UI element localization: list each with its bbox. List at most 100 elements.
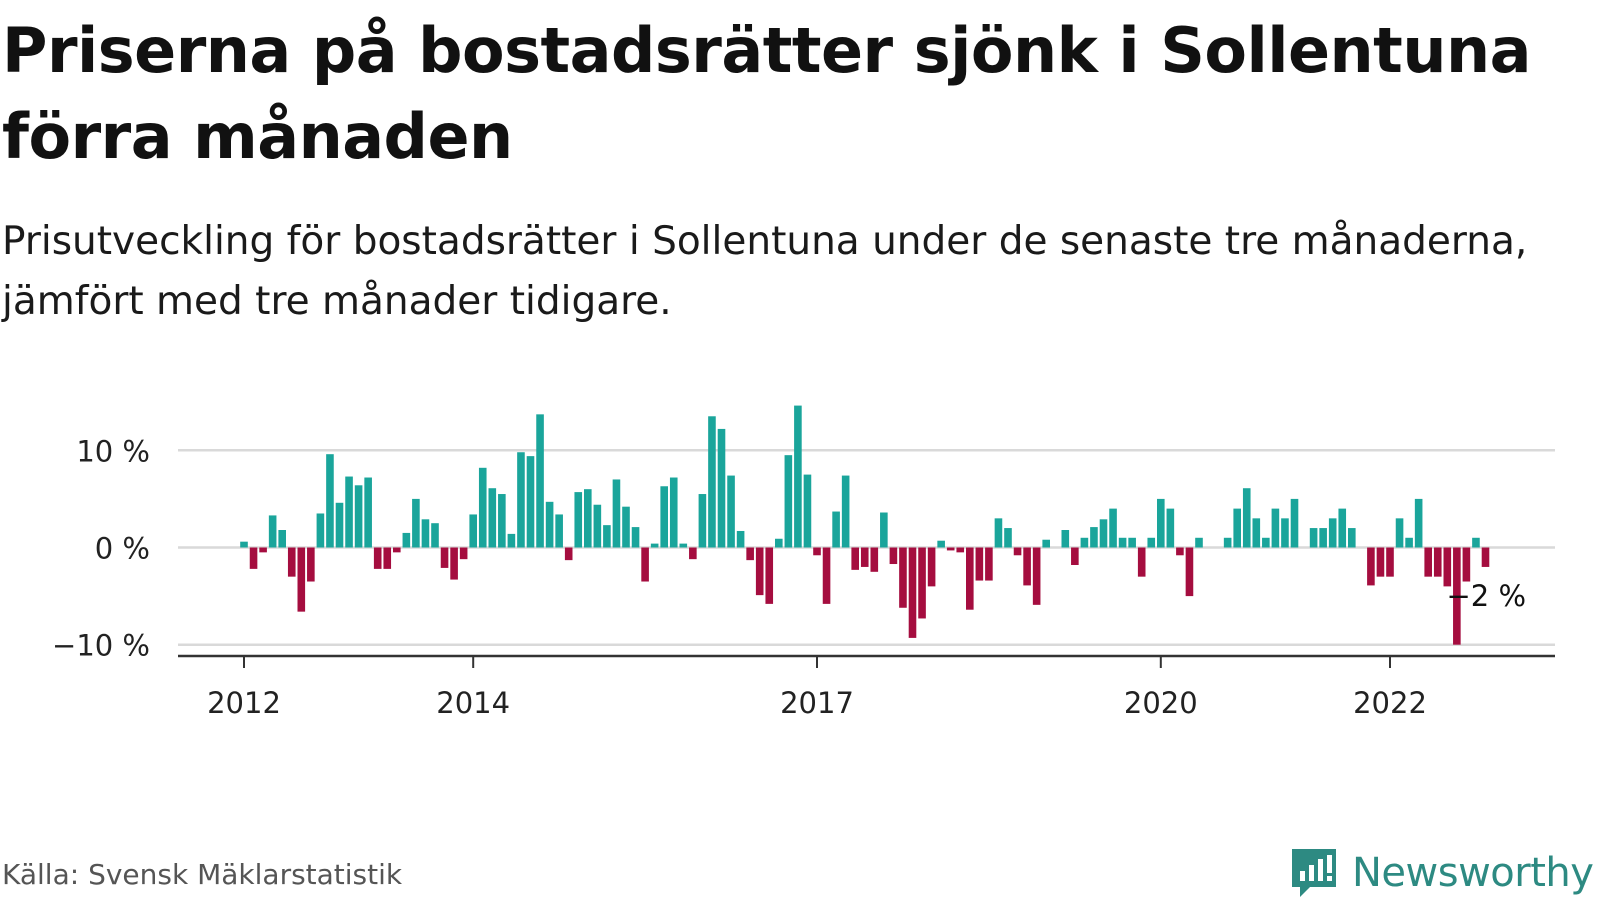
bar-positive — [240, 541, 248, 548]
bar-positive — [679, 543, 688, 548]
bar-negative — [1376, 547, 1385, 577]
bar-negative — [249, 547, 258, 569]
bar-positive — [507, 533, 516, 548]
bar-positive — [1405, 537, 1413, 548]
bar-positive — [536, 414, 544, 548]
bar-negative — [373, 547, 382, 569]
bar-positive — [526, 456, 535, 548]
bar-positive — [1290, 498, 1299, 548]
bar-positive — [478, 467, 487, 548]
bar-negative — [1481, 547, 1490, 567]
bar-positive — [268, 515, 277, 548]
bar-negative — [564, 547, 573, 561]
newsworthy-logo-icon — [1292, 849, 1336, 897]
bar-positive — [316, 513, 325, 548]
bar-positive — [1233, 508, 1241, 548]
bar-positive — [660, 486, 668, 548]
bar-negative — [899, 547, 907, 608]
bar-negative — [870, 547, 879, 572]
bars — [240, 405, 1490, 645]
bar-positive — [622, 506, 630, 548]
bar-positive — [1128, 537, 1136, 548]
bar-positive — [1242, 488, 1251, 548]
bar-positive — [841, 475, 850, 548]
source-note: Källa: Svensk Mäklarstatistik — [2, 858, 403, 891]
bar-positive — [994, 518, 1003, 548]
bar-positive — [803, 474, 812, 548]
bar-negative — [746, 547, 754, 561]
bar-negative — [459, 547, 468, 560]
bar-positive — [364, 477, 372, 548]
chart-subtitle: Prisutveckling för bostadsrätter i Solle… — [2, 219, 1528, 324]
x-tick-label: 2014 — [436, 686, 510, 720]
bar-positive — [650, 543, 659, 548]
bar-negative — [1185, 547, 1194, 597]
bar-negative — [307, 547, 315, 582]
bar-negative — [765, 547, 774, 604]
chart-title: Priserna på bostadsrätter sjönk i Sollen… — [2, 14, 1531, 173]
bar-positive — [1118, 537, 1127, 548]
bar-positive — [498, 494, 506, 548]
bar-positive — [1348, 528, 1356, 548]
bar-positive — [784, 455, 793, 548]
bar-negative — [1453, 547, 1461, 645]
bar-positive — [603, 525, 611, 548]
bar-positive — [727, 475, 735, 548]
bar-positive — [584, 489, 592, 548]
bar-positive — [354, 485, 363, 548]
bar-positive — [335, 502, 344, 548]
bar-negative — [450, 547, 458, 580]
bar-positive — [1252, 518, 1261, 548]
bar-positive — [1042, 539, 1050, 548]
bar-negative — [259, 547, 267, 553]
x-axis-ticks: 2012 2014 2017 2020 2022 — [207, 656, 1427, 720]
bar-negative — [851, 547, 859, 570]
x-tick-label: 2017 — [780, 686, 854, 720]
y-tick-label: 0 % — [95, 532, 150, 566]
bar-positive — [1099, 519, 1108, 548]
bar-positive — [1147, 537, 1156, 548]
bar-negative — [383, 547, 392, 569]
bar-negative — [287, 547, 296, 577]
y-tick-label: 10 % — [76, 434, 150, 468]
bar-positive — [937, 540, 945, 548]
bar-negative — [956, 547, 965, 553]
bar-negative — [889, 547, 898, 565]
x-tick-label: 2020 — [1124, 686, 1198, 720]
bar-negative — [1433, 547, 1442, 577]
bar-positive — [593, 504, 602, 548]
bar-negative — [1424, 547, 1432, 577]
bar-positive — [698, 494, 707, 548]
bar-positive — [1338, 508, 1347, 548]
x-tick-label: 2012 — [207, 686, 281, 720]
bar-positive — [1157, 498, 1165, 548]
bar-negative — [908, 547, 917, 638]
bar-positive — [1319, 528, 1327, 548]
x-tick-label: 2022 — [1353, 686, 1427, 720]
bar-negative — [1023, 547, 1031, 586]
bar-negative — [966, 547, 974, 610]
bar-positive — [612, 479, 621, 548]
bar-positive — [574, 492, 583, 548]
bar-negative — [822, 547, 831, 604]
bar-negative — [1386, 547, 1394, 577]
brand-logo: Newsworthy — [1290, 843, 1594, 903]
bar-positive — [412, 498, 420, 548]
bar-positive — [832, 511, 840, 548]
bar-negative — [985, 547, 993, 581]
bar-positive — [1080, 537, 1089, 548]
bar-positive — [1195, 537, 1203, 548]
bar-negative — [946, 547, 955, 551]
bar-positive — [1223, 537, 1232, 548]
bar-positive — [431, 523, 439, 548]
bar-negative — [1013, 547, 1022, 556]
bar-negative — [297, 547, 306, 612]
bar-negative — [918, 547, 926, 619]
bar-positive — [1004, 528, 1012, 548]
bar-positive — [1109, 508, 1117, 548]
bar-positive — [326, 454, 334, 548]
brand-name: Newsworthy — [1352, 850, 1594, 896]
bar-positive — [880, 512, 888, 548]
bar-positive — [488, 488, 497, 548]
